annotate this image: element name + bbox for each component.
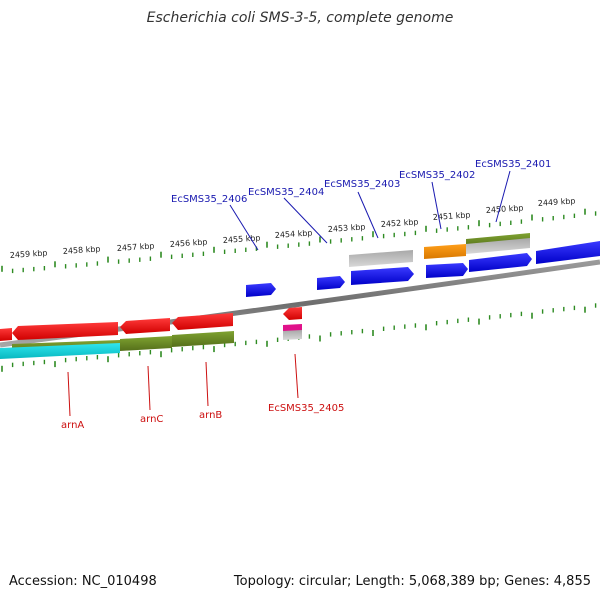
leader-arnA: [67, 371, 71, 417]
gene-EcSMS35_2401[interactable]: [469, 253, 532, 272]
leader-EcSMS35_2404: [283, 197, 328, 244]
gene-label-EcSMS35_2403[interactable]: EcSMS35_2403: [324, 179, 400, 190]
ruler-label-2458: 2458 kbp: [63, 244, 101, 256]
ruler-label-2450: 2450 kbp: [486, 203, 524, 215]
gene-forward-right[interactable]: [536, 241, 600, 264]
leader-arnC: [147, 365, 151, 411]
gene-EcSMS35_2404[interactable]: [317, 276, 345, 290]
gene-reverse-left[interactable]: [0, 328, 12, 341]
gene-labels-bottom: arnA arnC arnB EcSMS35_2405: [61, 403, 344, 431]
ruler-label-2455: 2455 kbp: [223, 233, 261, 245]
leader-EcSMS35_2403: [357, 191, 379, 239]
gene-labels-top: EcSMS35_2406 EcSMS35_2404 EcSMS35_2403 E…: [171, 159, 551, 205]
gene-arnC[interactable]: [120, 318, 170, 334]
accession-text: Accession: NC_010498: [9, 574, 157, 589]
gene-EcSMS35_2402[interactable]: [426, 263, 468, 278]
gene-label-EcSMS35_2406[interactable]: EcSMS35_2406: [171, 194, 247, 205]
gene-arnB[interactable]: [172, 313, 233, 330]
leader-arnB: [205, 361, 209, 407]
gene-label-arnA[interactable]: arnA: [61, 420, 84, 431]
gene-label-EcSMS35_2401[interactable]: EcSMS35_2401: [475, 159, 551, 170]
gene-EcSMS35_2405[interactable]: [283, 307, 302, 320]
leader-lines-top: [229, 170, 511, 251]
gene-label-EcSMS35_2402[interactable]: EcSMS35_2402: [399, 170, 475, 181]
feature-olive-arnB: [172, 331, 234, 347]
forward-strand-features: [246, 233, 600, 297]
ruler-labels: 2459 kbp 2458 kbp 2457 kbp 2456 kbp 2455…: [10, 196, 576, 260]
genome-title: Escherichia coli SMS-3-5, complete genom…: [146, 10, 454, 26]
feature-grey-2401: [466, 238, 530, 254]
feature-orange-2402: [424, 244, 466, 259]
gene-label-arnB[interactable]: arnB: [199, 410, 222, 421]
ruler-label-2459: 2459 kbp: [10, 248, 48, 260]
ruler-label-2451: 2451 kbp: [433, 210, 471, 222]
gene-EcSMS35_2406[interactable]: [246, 283, 276, 297]
leader-EcSMS35_2401: [495, 170, 511, 223]
ruler-label-2456: 2456 kbp: [170, 237, 208, 249]
leader-lines-bottom: [67, 353, 299, 417]
ruler-label-2452: 2452 kbp: [381, 217, 419, 229]
gene-arnA[interactable]: [12, 322, 118, 340]
ruler-label-2457: 2457 kbp: [117, 241, 155, 253]
feature-grey-2403: [349, 250, 413, 267]
feature-magenta-2405: [283, 324, 302, 332]
leader-EcSMS35_2402: [431, 181, 442, 230]
feature-grey-2405: [283, 330, 302, 340]
ruler-label-2449: 2449 kbp: [538, 196, 576, 208]
ruler-ticks-top: [1, 208, 597, 274]
feature-cyan-arnA: [0, 343, 120, 359]
gene-EcSMS35_2403[interactable]: [351, 267, 414, 285]
feature-olive-arnC: [120, 336, 172, 351]
gene-label-EcSMS35_2404[interactable]: EcSMS35_2404: [248, 187, 324, 198]
ruler-label-2454: 2454 kbp: [275, 228, 313, 240]
leader-EcSMS35_2405: [294, 353, 299, 399]
ruler-label-2453: 2453 kbp: [328, 222, 366, 234]
gene-label-EcSMS35_2405[interactable]: EcSMS35_2405: [268, 403, 344, 414]
gene-label-arnC[interactable]: arnC: [140, 414, 163, 425]
genome-summary-text: Topology: circular; Length: 5,068,389 bp…: [233, 574, 591, 589]
leader-EcSMS35_2406: [229, 204, 259, 251]
reverse-strand-features: [0, 307, 302, 359]
